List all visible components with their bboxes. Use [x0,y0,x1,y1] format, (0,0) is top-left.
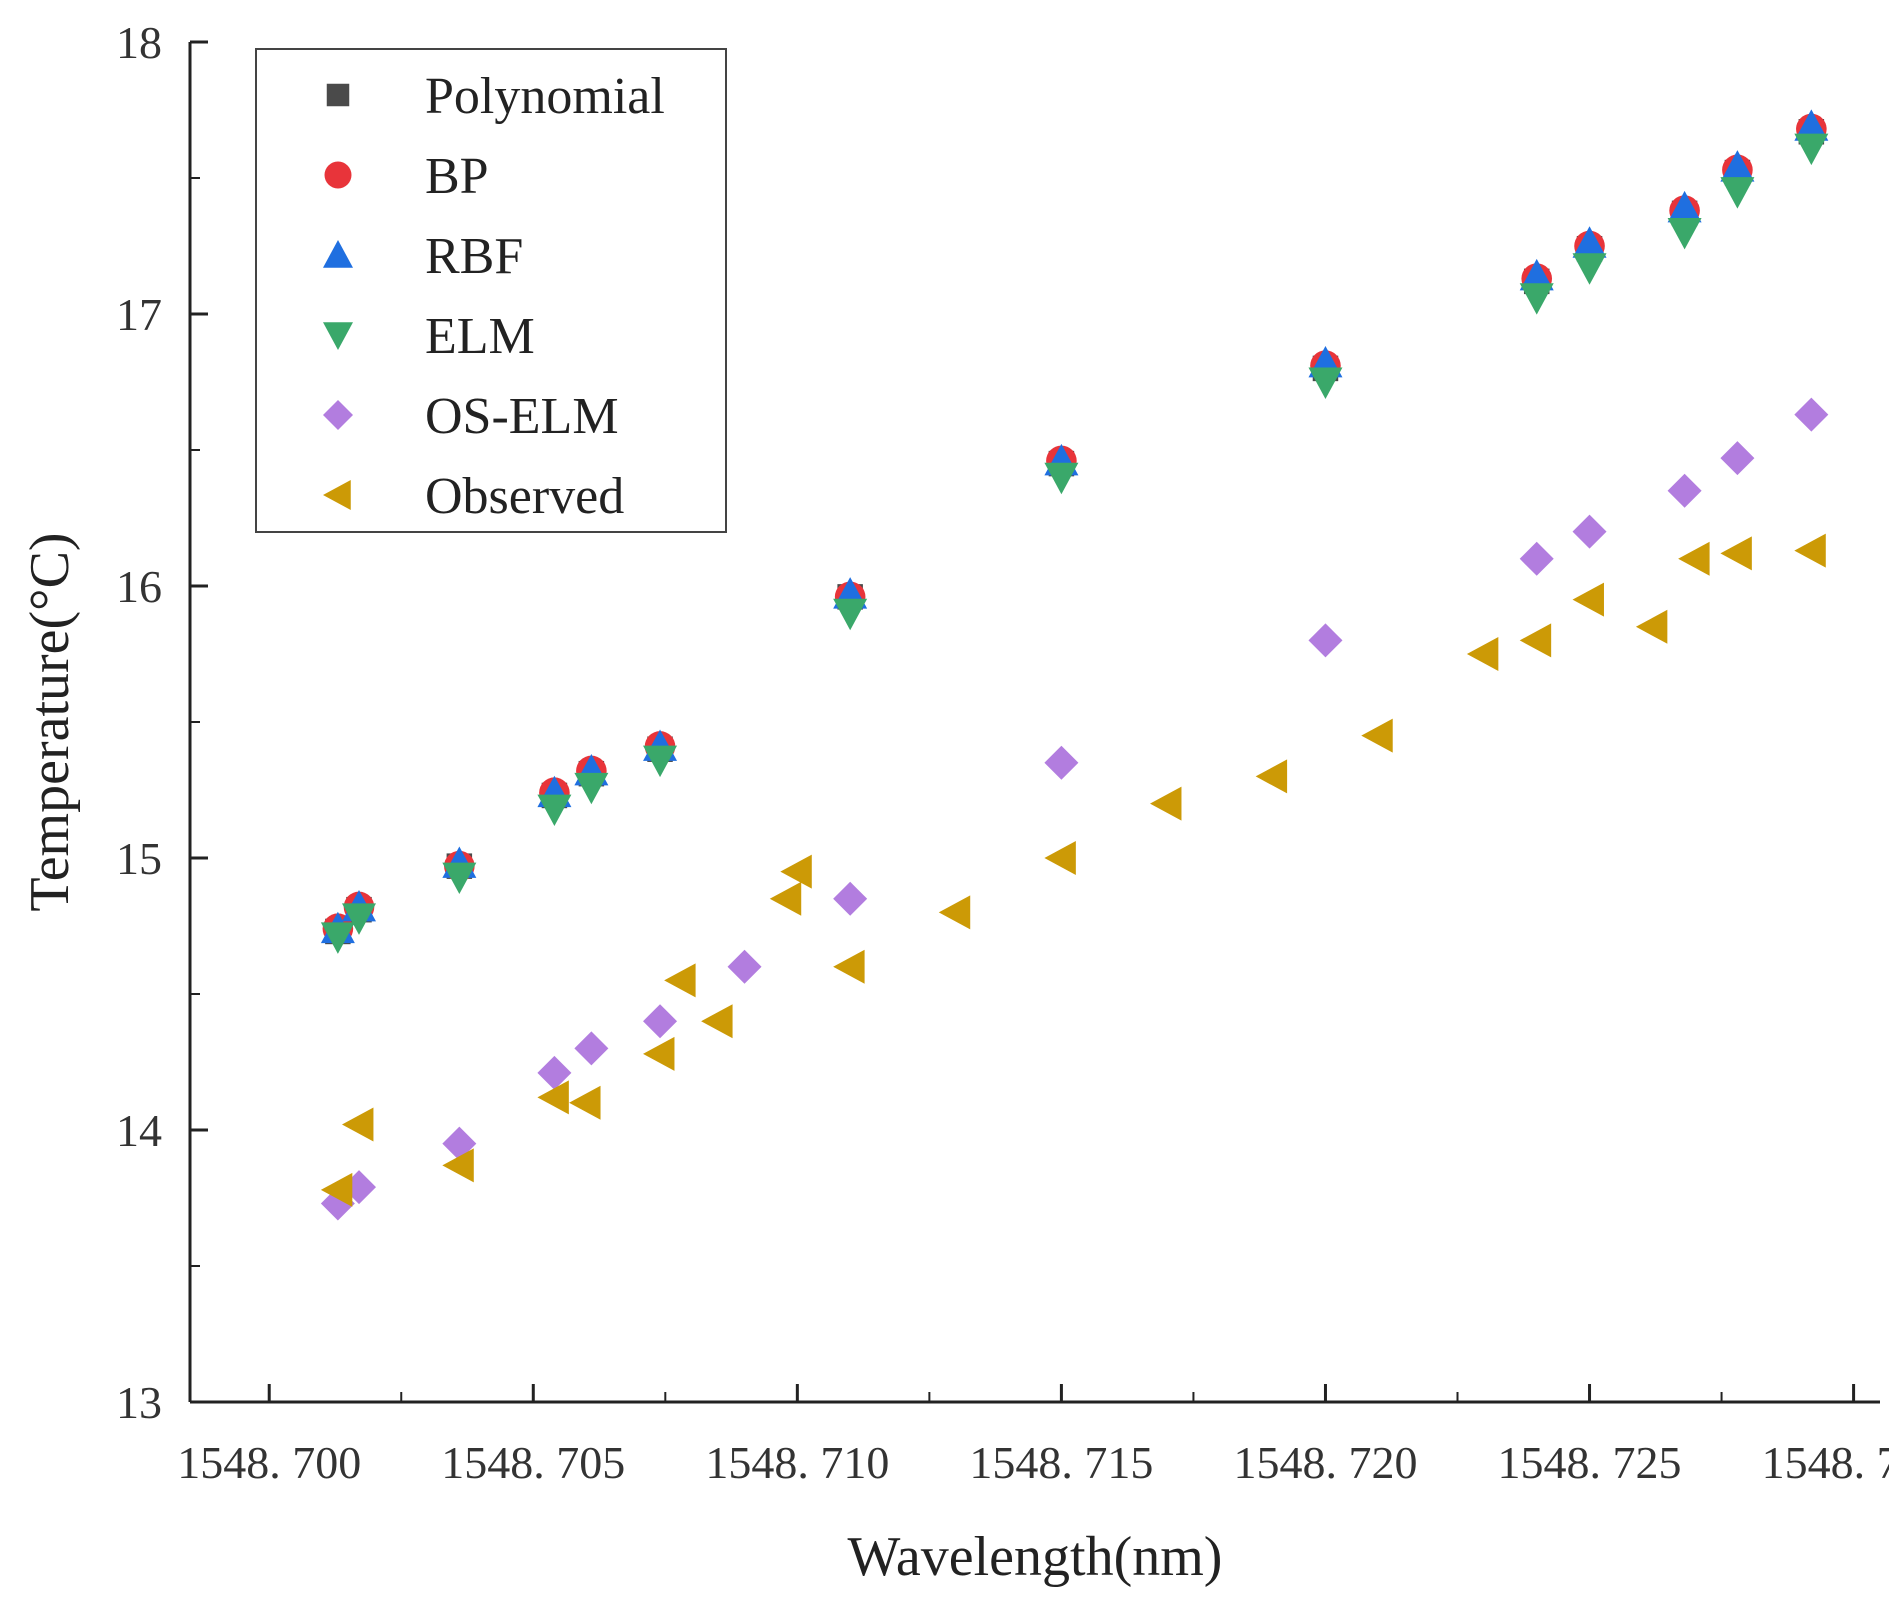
data-point-observed [569,1085,601,1120]
data-point-observed [1635,609,1668,644]
data-point-observed [342,1107,374,1142]
data-point-rbf [1572,226,1607,258]
data-point-observed [1519,623,1552,658]
data-point-observed [769,881,802,916]
legend-marker-observed [323,480,351,510]
data-point-elm [1667,217,1702,250]
data-point-observed [1150,786,1182,821]
legend-item-rbf: RBF [323,228,523,285]
data-point-elm [342,903,376,935]
data-point-elm [1308,367,1343,399]
data-point-observed [1044,841,1076,875]
legend-label: Polynomial [425,68,665,125]
data-point-os-elm [833,881,868,916]
legend-label: BP [425,148,489,205]
data-point-elm [1720,177,1755,209]
y-tick-label: 16 [116,561,162,612]
data-point-observed [1466,637,1499,671]
data-point-rbf [1794,109,1829,141]
data-point-os-elm [643,1004,678,1039]
x-tick-label: 1548. 705 [441,1437,625,1488]
series-os-elm [320,397,1829,1221]
data-point-rbf [1519,258,1554,291]
legend-item-polynomial: Polynomial [326,68,665,125]
data-point-elm [1572,253,1607,285]
data-point-os-elm [727,949,762,984]
x-axis-title: Wavelength(nm) [848,1526,1223,1588]
data-point-observed [701,1004,733,1039]
data-point-observed [442,1148,474,1183]
x-tick-label: 1548. 725 [1498,1437,1682,1488]
data-point-observed [938,895,971,930]
data-point-observed [1572,582,1604,617]
legend-item-observed: Observed [323,468,624,525]
data-point-elm [1519,283,1554,315]
data-point-os-elm [1308,623,1343,658]
data-point-os-elm [1720,441,1755,476]
data-point-observed [780,854,812,889]
y-axis-ticks: 13 14 15 16 17 18 [116,17,208,1428]
legend: Polynomial BP RBF ELM OS-ELM Observed [255,48,727,533]
series-observed [320,533,1826,1207]
data-point-os-elm [1044,745,1079,780]
data-point-observed [1255,759,1288,794]
data-point-observed [1361,718,1393,753]
data-point-observed [643,1036,675,1071]
y-tick-label: 15 [116,833,162,884]
y-tick-label: 13 [116,1377,162,1428]
y-tick-label: 14 [116,1105,162,1156]
data-point-os-elm [537,1055,572,1090]
data-point-observed [664,963,696,998]
data-point-observed [1720,536,1752,571]
data-point-elm [320,922,355,954]
legend-marker-os-elm [323,400,353,430]
x-tick-label: 1548. 715 [969,1437,1153,1488]
data-point-elm [643,745,678,778]
data-point-os-elm [1794,397,1829,432]
legend-item-os-elm: OS-ELM [323,388,619,445]
data-point-elm [442,862,477,895]
data-point-elm [574,772,609,805]
data-point-os-elm [574,1031,609,1066]
data-point-os-elm [1519,541,1554,576]
y-tick-label: 17 [116,289,162,340]
legend-label: ELM [425,308,535,365]
legend-label: RBF [425,228,523,285]
legend-item-bp: BP [324,148,489,205]
x-axis-ticks: 1548. 700 1548. 705 1548. 710 1548. 715 1548… [177,1384,1889,1488]
series-layer [320,109,1829,1221]
data-point-os-elm [1667,473,1702,508]
legend-marker-polynomial [326,83,350,107]
legend-item-elm: ELM [323,308,535,365]
x-tick-label: 1548. 700 [177,1437,361,1488]
y-tick-label: 18 [116,17,162,68]
x-tick-label: 1548. 710 [705,1437,889,1488]
data-point-os-elm [1572,514,1607,549]
legend-marker-elm [323,322,353,350]
x-tick-label: 1548. 720 [1233,1437,1417,1488]
series-elm [320,133,1829,954]
legend-box [255,48,727,533]
data-point-rbf [1667,190,1702,223]
legend-label: Observed [425,468,624,525]
y-axis-title: Temperature(°C) [19,532,81,911]
legend-marker-rbf [323,240,353,268]
data-point-observed [833,949,865,984]
data-point-elm [537,794,572,827]
data-point-observed [1678,541,1710,576]
data-point-elm [1044,462,1079,495]
x-tick-label: 1548. 730 [1762,1437,1889,1488]
legend-label: OS-ELM [425,388,619,445]
data-point-observed [320,1172,353,1207]
data-point-observed [537,1080,569,1115]
data-point-elm [1794,133,1829,166]
data-point-observed [1794,533,1826,568]
legend-items: Polynomial BP RBF ELM OS-ELM Observed [323,68,665,525]
data-point-rbf [1720,150,1755,182]
data-point-elm [833,598,868,631]
legend-marker-bp [324,161,352,189]
